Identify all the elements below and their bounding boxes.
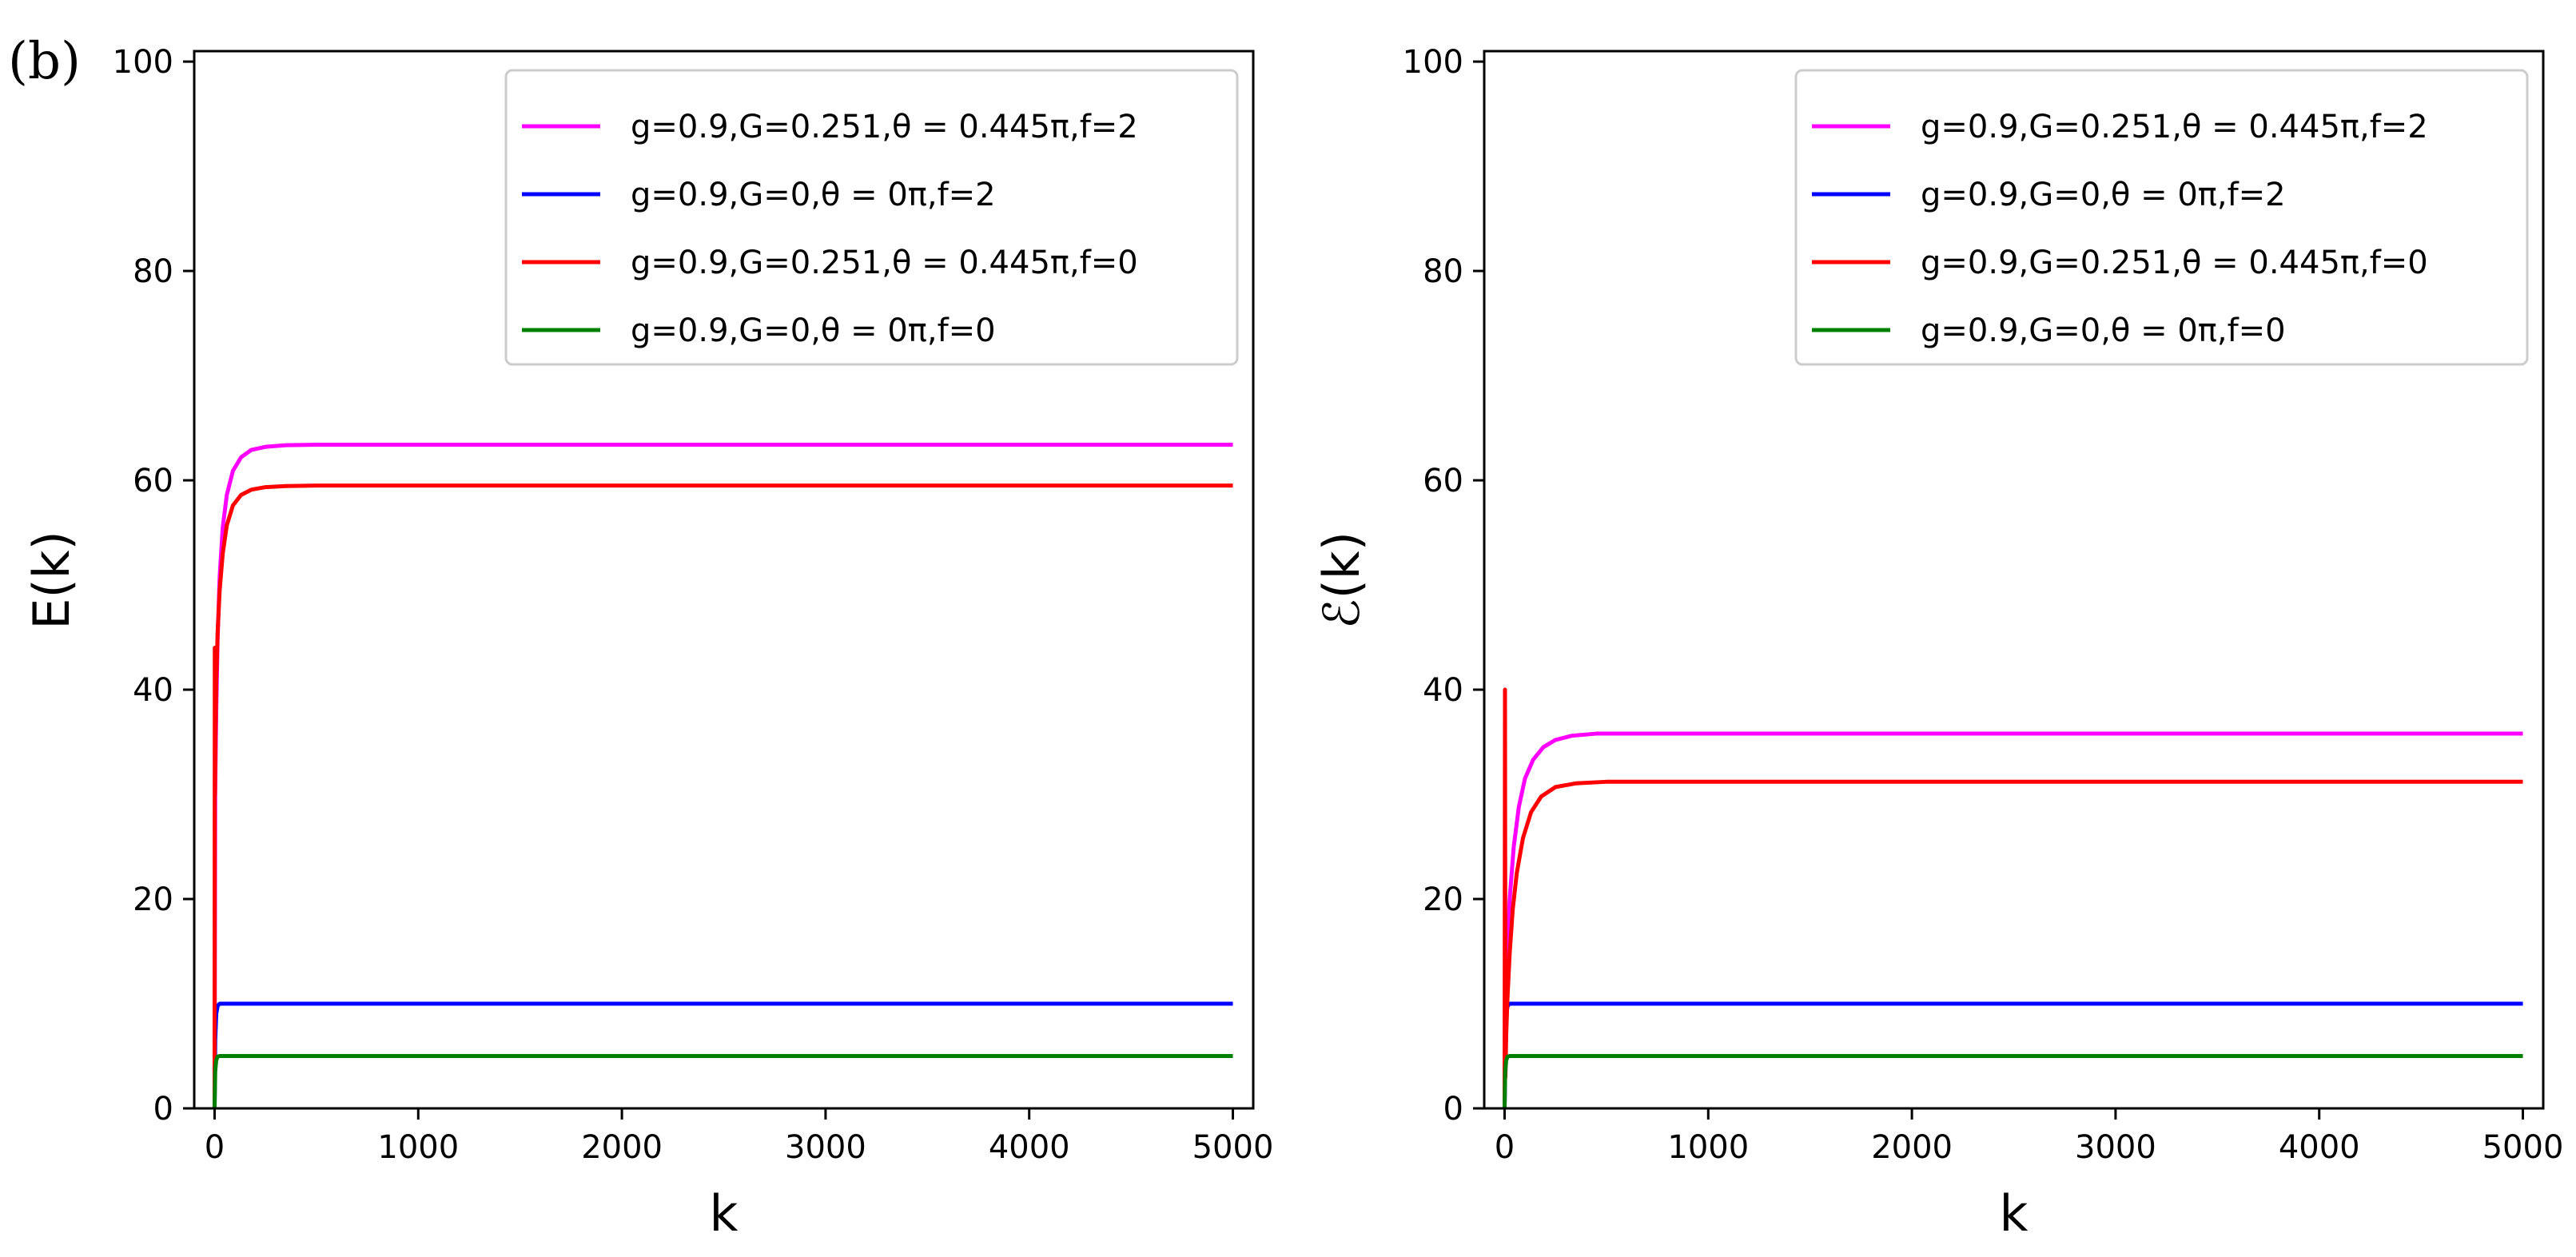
- x-tick-label: 4000: [2279, 1129, 2360, 1166]
- y-axis-label: ℰ(k): [1312, 531, 1371, 629]
- series-line-3: [1502, 687, 2523, 1108]
- legend-label-2: g=0.9,G=0,θ = 0π,f=2: [631, 177, 996, 213]
- chart-panel-2: 0 1000 2000 3000 4000 5000 0 20 40 60 80 100 k ℰ(k) g=…: [1312, 44, 2563, 1243]
- legend-label-3: g=0.9,G=0.251,θ = 0.445π,f=0: [631, 245, 1138, 281]
- legend-label-3: g=0.9,G=0.251,θ = 0.445π,f=0: [1921, 245, 2428, 281]
- legend-label-2: g=0.9,G=0,θ = 0π,f=2: [1921, 177, 2286, 213]
- y-tick-label: 20: [1423, 881, 1463, 918]
- panel-label: (b): [8, 32, 81, 91]
- chart-panel-1: 0 1000 2000 3000 4000 5000 0 20 40 60 80 100 k E(k) g=…: [22, 44, 1273, 1243]
- x-tick-label: 2000: [1871, 1129, 1953, 1166]
- x-tick-label: 1000: [377, 1129, 459, 1166]
- x-tick-label: 3000: [785, 1129, 866, 1166]
- x-axis-label: k: [710, 1184, 739, 1243]
- legend: g=0.9,G=0.251,θ = 0.445π,f=2 g=0.9,G=0,θ …: [1794, 69, 2529, 366]
- x-tick-label: 5000: [2482, 1129, 2564, 1166]
- legend-label-1: g=0.9,G=0.251,θ = 0.445π,f=2: [631, 109, 1138, 145]
- y-tick-label: 0: [1443, 1091, 1463, 1128]
- x-tick-label: 0: [1495, 1129, 1515, 1166]
- y-tick-label: 40: [133, 672, 173, 709]
- series-line-1: [212, 443, 1233, 1108]
- series-line-4: [1502, 1054, 2523, 1108]
- x-tick-label: 1000: [1667, 1129, 1749, 1166]
- x-tick-label: 2000: [581, 1129, 663, 1166]
- plot-frame: [193, 50, 1255, 1110]
- y-tick-label: 80: [1423, 253, 1463, 290]
- y-axis-label: E(k): [22, 531, 81, 629]
- y-tick-label: 60: [1423, 463, 1463, 499]
- x-axis-label: k: [2000, 1184, 2029, 1243]
- legend-label-1: g=0.9,G=0.251,θ = 0.445π,f=2: [1921, 109, 2428, 145]
- legend-box: [1794, 69, 2529, 366]
- y-tick-label: 20: [133, 881, 173, 918]
- y-tick-label: 40: [1423, 672, 1463, 709]
- x-tick-label: 5000: [1192, 1129, 1274, 1166]
- series-line-3: [212, 483, 1233, 1108]
- y-tick-label: 100: [1403, 44, 1463, 81]
- legend-label-4: g=0.9,G=0,θ = 0π,f=0: [1921, 312, 2286, 349]
- legend-box: [504, 69, 1239, 366]
- series-line-4: [212, 1054, 1233, 1108]
- x-tick-label: 3000: [2075, 1129, 2156, 1166]
- series-line-1: [1502, 731, 2523, 1108]
- legend: g=0.9,G=0.251,θ = 0.445π,f=2 g=0.9,G=0,θ …: [504, 69, 1239, 366]
- legend-label-4: g=0.9,G=0,θ = 0π,f=0: [631, 312, 996, 349]
- x-tick-label: 0: [205, 1129, 225, 1166]
- plot-frame: [1483, 50, 2545, 1110]
- y-tick-label: 60: [133, 463, 173, 499]
- x-tick-label: 4000: [989, 1129, 1070, 1166]
- y-tick-label: 100: [113, 44, 173, 81]
- y-tick-label: 0: [153, 1091, 173, 1128]
- y-tick-label: 80: [133, 253, 173, 290]
